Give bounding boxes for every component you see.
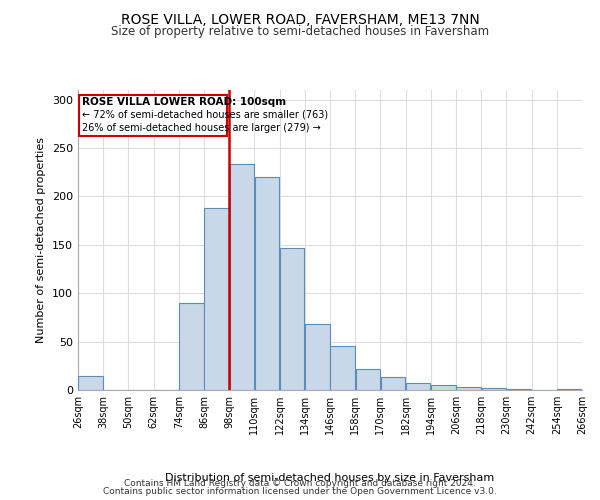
Bar xyxy=(507,389,531,390)
Text: Contains public sector information licensed under the Open Government Licence v3: Contains public sector information licen… xyxy=(103,487,497,496)
Bar xyxy=(79,376,103,390)
Bar xyxy=(331,346,355,390)
Text: ← 72% of semi-detached houses are smaller (763): ← 72% of semi-detached houses are smalle… xyxy=(82,110,328,120)
Bar xyxy=(557,389,581,390)
Bar xyxy=(381,378,405,390)
Bar xyxy=(230,164,254,390)
Bar xyxy=(205,208,229,390)
X-axis label: Distribution of semi-detached houses by size in Faversham: Distribution of semi-detached houses by … xyxy=(166,473,494,483)
Bar xyxy=(457,387,481,390)
Text: Contains HM Land Registry data © Crown copyright and database right 2024.: Contains HM Land Registry data © Crown c… xyxy=(124,478,476,488)
FancyBboxPatch shape xyxy=(79,95,227,136)
Bar xyxy=(305,324,329,390)
Text: Size of property relative to semi-detached houses in Faversham: Size of property relative to semi-detach… xyxy=(111,25,489,38)
Text: ROSE VILLA, LOWER ROAD, FAVERSHAM, ME13 7NN: ROSE VILLA, LOWER ROAD, FAVERSHAM, ME13 … xyxy=(121,12,479,26)
Bar xyxy=(431,385,455,390)
Text: 26% of semi-detached houses are larger (279) →: 26% of semi-detached houses are larger (… xyxy=(82,123,321,133)
Text: ROSE VILLA LOWER ROAD: 100sqm: ROSE VILLA LOWER ROAD: 100sqm xyxy=(82,97,286,107)
Y-axis label: Number of semi-detached properties: Number of semi-detached properties xyxy=(37,137,46,343)
Bar xyxy=(179,303,203,390)
Bar xyxy=(482,388,506,390)
Bar xyxy=(406,383,430,390)
Bar xyxy=(255,177,279,390)
Bar xyxy=(280,248,304,390)
Bar xyxy=(356,368,380,390)
